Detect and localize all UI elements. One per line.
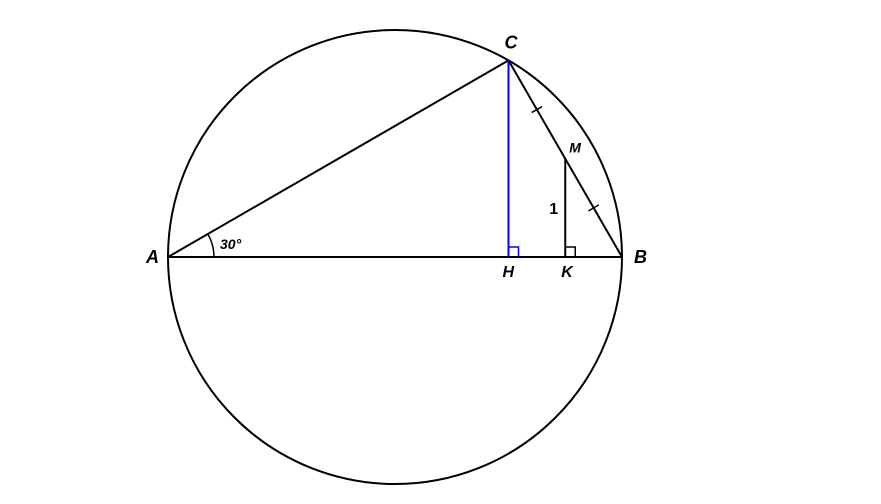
geometry-diagram: 30° 1 A B C H K M [0, 0, 881, 504]
point-label-a: A [145, 247, 159, 267]
angle-arc-a [208, 234, 214, 257]
tick-cm [532, 107, 542, 113]
right-angle-marker-h [509, 247, 519, 257]
segment-ac [168, 60, 509, 257]
point-label-b: B [634, 247, 647, 267]
right-angle-marker-k [565, 247, 575, 257]
point-label-h: H [503, 264, 515, 281]
tick-mb [588, 205, 598, 211]
angle-label-a: 30° [220, 236, 242, 252]
point-label-m: M [569, 140, 581, 156]
point-label-c: C [505, 32, 519, 52]
length-label-mk: 1 [549, 201, 558, 218]
point-label-k: K [561, 264, 574, 281]
